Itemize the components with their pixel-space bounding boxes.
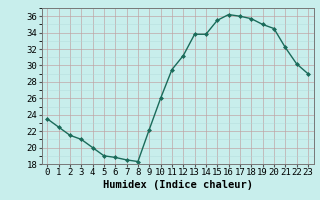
X-axis label: Humidex (Indice chaleur): Humidex (Indice chaleur) [103, 180, 252, 190]
